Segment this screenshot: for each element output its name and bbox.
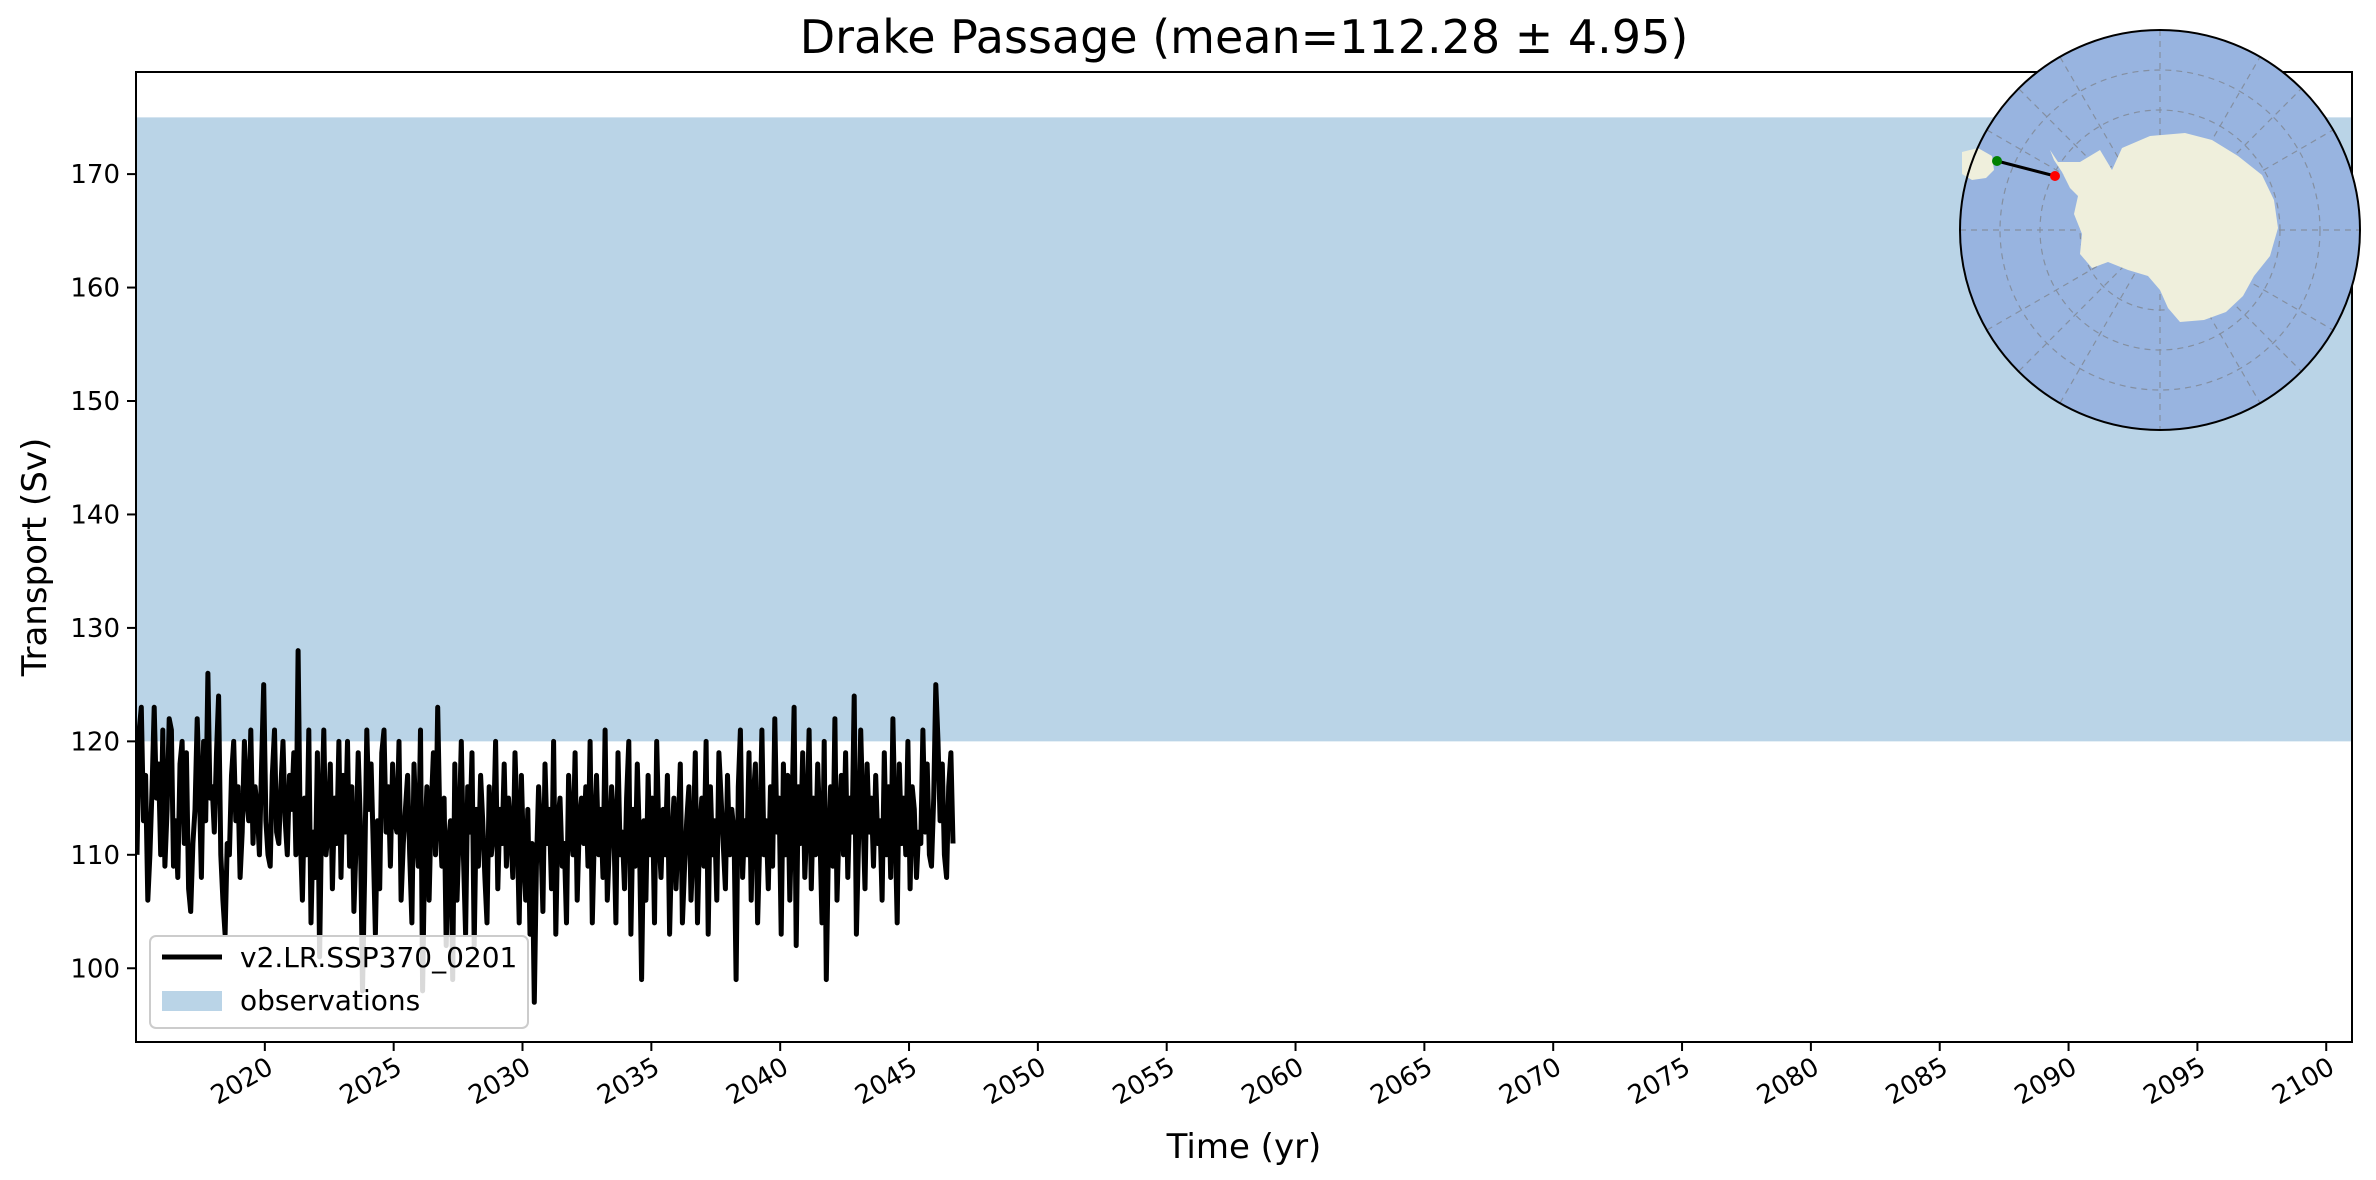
chart-title: Drake Passage (mean=112.28 ± 4.95) <box>800 10 1689 64</box>
y-tick-label: 160 <box>70 274 120 304</box>
map-section-line <box>1996 159 2056 178</box>
map-antarctica <box>2050 133 2278 322</box>
x-tick-label: 2065 <box>1366 1052 1438 1111</box>
y-tick-label: 110 <box>70 841 120 871</box>
y-tick-label: 170 <box>70 160 120 190</box>
x-tick-label: 2080 <box>1752 1052 1824 1111</box>
x-tick-label: 2045 <box>850 1052 922 1111</box>
y-tick-label: 120 <box>70 727 120 757</box>
inset-map <box>1959 29 2361 431</box>
x-tick-label: 2035 <box>593 1052 665 1111</box>
y-tick-label: 100 <box>70 954 120 984</box>
y-axis-label: Transport (Sv) <box>15 438 55 678</box>
x-tick-label: 2075 <box>1623 1052 1695 1111</box>
map-south-america-tip <box>1962 148 1994 180</box>
legend-swatch-observations <box>162 991 222 1011</box>
x-tick-label: 2020 <box>206 1052 278 1111</box>
axes-frame <box>135 71 2353 1043</box>
y-tick-label: 140 <box>70 500 120 530</box>
x-tick-label: 2040 <box>721 1052 793 1111</box>
y-axis-ticks: 100 110 120 130 140 150 160 170 <box>70 160 136 984</box>
x-tick-label: 2100 <box>2267 1052 2339 1111</box>
map-outline <box>1959 29 2361 431</box>
y-tick-label: 130 <box>70 614 120 644</box>
series-line <box>136 648 956 1005</box>
x-tick-label: 2095 <box>2139 1052 2211 1111</box>
x-tick-label: 2085 <box>1881 1052 1953 1111</box>
legend-label-series: v2.LR.SSP370_0201 <box>240 941 517 974</box>
x-tick-label: 2090 <box>2010 1052 2082 1111</box>
x-tick-label: 2055 <box>1108 1052 1180 1111</box>
x-tick-label: 2025 <box>335 1052 407 1111</box>
x-tick-label: 2050 <box>979 1052 1051 1111</box>
map-section-end-point <box>2050 171 2060 181</box>
x-axis-ticks: 2020 2025 2030 2035 2040 2045 2050 2055 2060 2065… <box>206 1042 2340 1111</box>
x-tick-label: 2060 <box>1237 1052 1309 1111</box>
y-tick-label: 150 <box>70 387 120 417</box>
map-section-start-point <box>1992 156 2002 166</box>
x-tick-label: 2030 <box>464 1052 536 1111</box>
x-axis-label: Time (yr) <box>1166 1127 1322 1167</box>
legend-label-observations: observations <box>240 984 420 1017</box>
x-tick-label: 2070 <box>1494 1052 1566 1111</box>
legend-box <box>149 935 529 1029</box>
legend: v2.LR.SSP370_0201 observations <box>149 935 529 1029</box>
